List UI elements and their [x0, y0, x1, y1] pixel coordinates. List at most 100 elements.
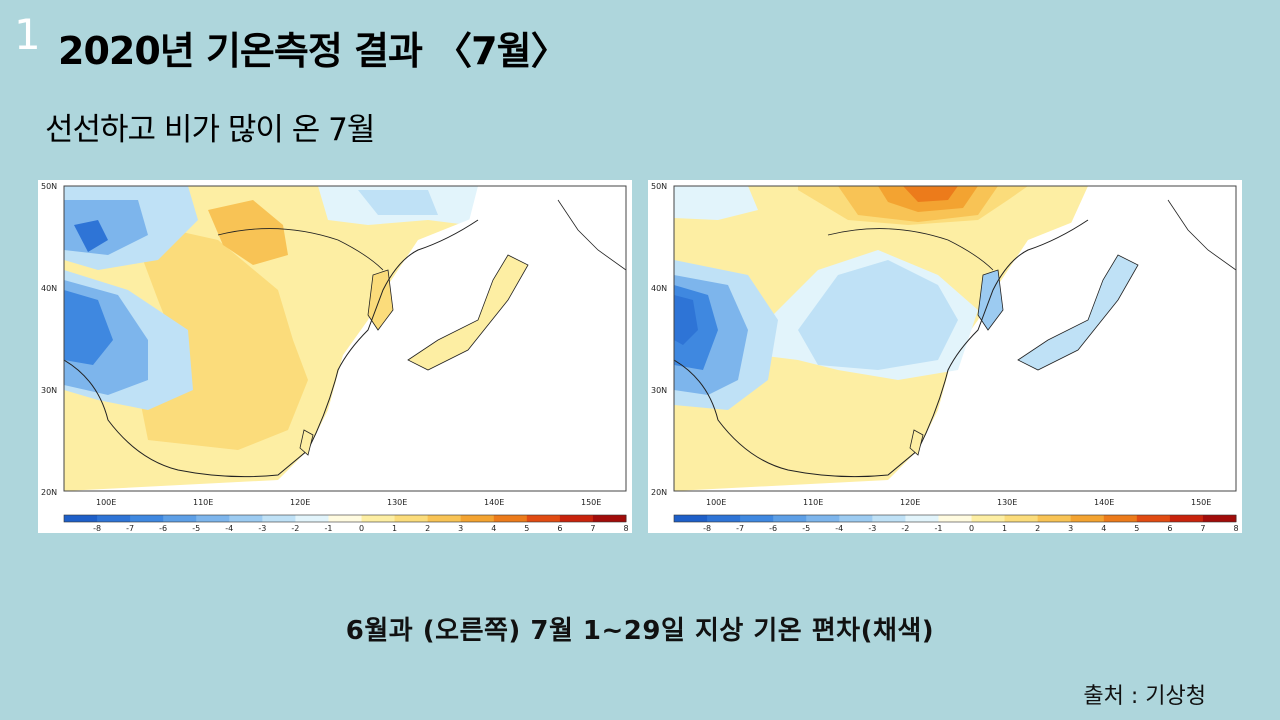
colorbar-swatch [229, 515, 263, 522]
colorbar-label: 3 [1068, 524, 1073, 533]
colorbar-swatch [971, 515, 1006, 522]
colorbar-swatch [64, 515, 98, 522]
colorbar-swatch [740, 515, 774, 522]
colorbar-label: 2 [425, 524, 430, 533]
colorbar-label: -5 [802, 524, 810, 533]
lon-tick: 120E [290, 498, 310, 507]
latitude-axis: 50N 40N 30N 20N [41, 182, 57, 497]
colorbar-label: 2 [1035, 524, 1040, 533]
colorbar-swatch [262, 515, 296, 522]
colorbar-swatch [1202, 515, 1237, 522]
colorbar-label: 8 [1233, 524, 1238, 533]
colorbar-label: 6 [1167, 524, 1172, 533]
colorbar-swatch [674, 515, 708, 522]
lon-tick: 130E [997, 498, 1017, 507]
figure-caption: 6월과 (오른쪽) 7월 1~29일 지상 기온 편차(채색) [345, 616, 935, 646]
lat-tick: 50N [41, 182, 57, 191]
colorbar-swatch [361, 515, 396, 522]
lon-tick: 110E [803, 498, 823, 507]
colorbar-label: -2 [901, 524, 909, 533]
colorbar-border [673, 514, 1237, 523]
colorbar-label: 6 [557, 524, 562, 533]
colorbar-label: -3 [258, 524, 266, 533]
colorbar-swatch [1004, 515, 1039, 522]
colorbar-swatch [559, 515, 594, 522]
colorbar-label: -8 [93, 524, 101, 533]
colorbar-swatch [394, 515, 429, 522]
colorbar-swatch [526, 515, 561, 522]
lon-tick: 150E [581, 498, 601, 507]
colorbar-label: 7 [1200, 524, 1205, 533]
slide-number: 1 [14, 10, 41, 59]
lon-tick: 140E [484, 498, 504, 507]
colorbar-swatch [905, 515, 939, 522]
june-temperature-anomaly-map: 50N 40N 30N 20N 100E 110E 120E 130E 140E… [38, 180, 632, 533]
lat-tick: 20N [41, 488, 57, 497]
colorbar-label: -1 [324, 524, 332, 533]
colorbar-swatch [707, 515, 741, 522]
colorbar-swatch [295, 515, 329, 522]
colorbar-label: 0 [969, 524, 974, 533]
colorbar-swatch [460, 515, 495, 522]
longitude-axis: 100E 110E 120E 130E 140E 150E [706, 498, 1211, 507]
colorbar-label: 0 [359, 524, 364, 533]
colorbar-label: -4 [225, 524, 233, 533]
colorbar-swatch [130, 515, 164, 522]
page-title: 2020년 기온측정 결과 〈7월〉 [58, 29, 569, 73]
lat-tick: 20N [651, 488, 667, 497]
colorbar-swatch [328, 515, 363, 522]
colorbar-label: -7 [736, 524, 744, 533]
colorbar-swatch [839, 515, 873, 522]
colorbar-label: -4 [835, 524, 843, 533]
colorbar-swatch [592, 515, 627, 522]
colorbar-label: -1 [934, 524, 942, 533]
colorbar-label: -6 [159, 524, 167, 533]
colorbar-swatch [427, 515, 462, 522]
map-plot-area [64, 186, 626, 491]
colorbar-label: -5 [192, 524, 200, 533]
lat-tick: 50N [651, 182, 667, 191]
colorbar-label: 5 [524, 524, 529, 533]
colorbar-label: 4 [1101, 524, 1106, 533]
colorbar-swatch [97, 515, 131, 522]
colorbar: -8 -7 -6 -5 -4 -3 -2 -1 0 1 2 3 4 5 6 7 8 [63, 514, 629, 533]
colorbar-swatch [493, 515, 528, 522]
lat-tick: 30N [651, 386, 667, 395]
lon-tick: 100E [706, 498, 726, 507]
july-temperature-anomaly-map: 50N 40N 30N 20N 100E 110E 120E 130E 140E… [648, 180, 1242, 533]
colorbar-label: 3 [458, 524, 463, 533]
colorbar-swatch [1169, 515, 1204, 522]
colorbar-label: -6 [769, 524, 777, 533]
source-credit: 출처 : 기상청 [1083, 684, 1206, 709]
lon-tick: 150E [1191, 498, 1211, 507]
subtitle: 선선하고 비가 많이 온 7월 [45, 112, 375, 148]
lat-tick: 30N [41, 386, 57, 395]
colorbar-label: 8 [623, 524, 628, 533]
colorbar-swatch [1103, 515, 1138, 522]
colorbar-swatch [1136, 515, 1171, 522]
lat-tick: 40N [651, 284, 667, 293]
colorbar-label: -2 [291, 524, 299, 533]
lon-tick: 130E [387, 498, 407, 507]
lon-tick: 120E [900, 498, 920, 507]
colorbar-swatch [806, 515, 840, 522]
lon-tick: 100E [96, 498, 116, 507]
colorbar-swatch [196, 515, 230, 522]
map-plot-area [674, 186, 1236, 491]
colorbar-swatch [938, 515, 973, 522]
colorbar-swatch [1037, 515, 1072, 522]
colorbar-label: 4 [491, 524, 496, 533]
colorbar-label: 1 [1002, 524, 1007, 533]
longitude-axis: 100E 110E 120E 130E 140E 150E [96, 498, 601, 507]
lat-tick: 40N [41, 284, 57, 293]
colorbar-label: -7 [126, 524, 134, 533]
colorbar-label: 5 [1134, 524, 1139, 533]
colorbar: -8 -7 -6 -5 -4 -3 -2 -1 0 1 2 3 4 5 6 7 8 [673, 514, 1239, 533]
colorbar-swatch [1070, 515, 1105, 522]
colorbar-label: 1 [392, 524, 397, 533]
lon-tick: 140E [1094, 498, 1114, 507]
colorbar-label: -8 [703, 524, 711, 533]
latitude-axis: 50N 40N 30N 20N [651, 182, 667, 497]
colorbar-border [63, 514, 627, 523]
colorbar-swatch [163, 515, 197, 522]
